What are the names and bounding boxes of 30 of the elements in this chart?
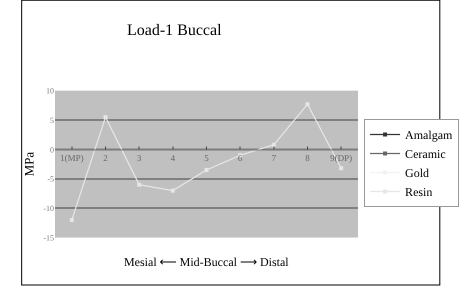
point [137,182,142,187]
chart-title: Load-1 Buccal [126,22,222,40]
legend-label: Amalgam [405,128,454,142]
x-tick-label: 8 [305,153,310,164]
y-tick-label: 0 [50,145,54,154]
point [104,115,108,120]
point [272,142,276,147]
y-tick-label: -5 [47,174,54,184]
x-tick-label: 6 [238,153,243,164]
point [170,188,175,193]
y-tick-label: 10 [46,86,54,96]
point [339,166,344,170]
x-tick-label: 5 [204,153,210,164]
x-tick-label: 7 [272,153,277,164]
point [70,218,74,222]
legend-label: Ceramic [405,147,446,162]
legend-label: Gold [405,166,430,180]
x-tick-label: 4 [170,153,176,164]
y-axis-title: MPa [21,152,36,176]
y-tick-label: -15 [43,233,54,242]
x-tick-label: 9(DP) [330,153,352,164]
x-tick-label: 2 [103,153,108,164]
x-tick-label: 1(MP) [60,153,84,164]
point [306,102,310,106]
x-tick-label: 3 [136,153,142,164]
y-tick-label: -10 [43,204,54,213]
legend-label: Resin [405,185,432,200]
y-tick-label: 5 [50,116,54,125]
text: Mesial ⟵ Mid-Buccal ⟶ Distal [124,255,290,269]
point [204,168,208,172]
